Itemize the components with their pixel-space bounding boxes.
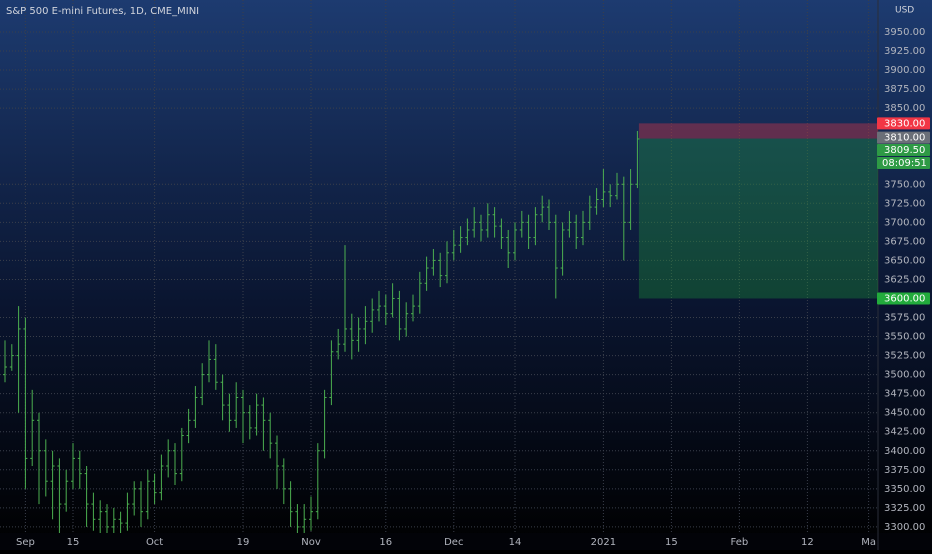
time-axis [0, 533, 932, 550]
y-tick-label: 3950.00 [884, 27, 925, 38]
y-tick-label: 3900.00 [884, 65, 925, 76]
x-tick-label: Nov [301, 537, 321, 548]
y-tick-label: 3925.00 [884, 46, 925, 57]
stop-zone [638, 123, 878, 139]
y-tick-label: 3325.00 [884, 503, 925, 514]
y-tick-label: 3500.00 [884, 370, 925, 381]
y-tick-label: 3375.00 [884, 465, 925, 476]
x-tick-label: Ma [861, 537, 876, 548]
stop-label: 3830.00 [884, 118, 925, 129]
target-zone [638, 138, 878, 299]
x-tick-label: 15 [67, 537, 80, 548]
y-tick-label: 3425.00 [884, 427, 925, 438]
currency[interactable]: USD [895, 6, 914, 16]
y-tick-label: 3875.00 [884, 84, 925, 95]
target-label: 3600.00 [884, 293, 925, 304]
y-tick-label: 3450.00 [884, 408, 925, 419]
y-tick-label: 3550.00 [884, 332, 925, 343]
target-label-box [877, 292, 930, 305]
y-tick-label: 3525.00 [884, 351, 925, 362]
y-tick-label: 3725.00 [884, 198, 925, 209]
x-tick-label: 14 [509, 537, 522, 548]
y-tick-label: 3625.00 [884, 274, 925, 285]
stop-label-box [877, 117, 930, 130]
y-tick-label: 3400.00 [884, 446, 925, 457]
y-tick-label: 3850.00 [884, 103, 925, 114]
y-tick-label: 3475.00 [884, 389, 925, 400]
x-tick-label: Feb [731, 537, 749, 548]
y-tick-label: 3650.00 [884, 255, 925, 266]
y-tick-label: 3675.00 [884, 236, 925, 247]
x-tick-label: 2021 [591, 537, 616, 548]
x-tick-label: Sep [16, 537, 35, 548]
x-tick-label: 19 [237, 537, 250, 548]
y-tick-label: 3350.00 [884, 484, 925, 495]
countdown-box [877, 156, 930, 169]
countdown: 08:09:51 [882, 158, 927, 169]
entry-label-box [877, 131, 930, 144]
y-tick-label: 3700.00 [884, 217, 925, 228]
entry-label: 3810.00 [884, 133, 925, 144]
chart-title: S&P 500 E-mini Futures, 1D, CME_MINI [6, 6, 199, 17]
y-tick-label: 3575.00 [884, 313, 925, 324]
last-price-label-box [877, 143, 930, 156]
y-tick-label: 3750.00 [884, 179, 925, 190]
x-tick-label: 12 [801, 537, 814, 548]
last-price-label: 3809.50 [884, 145, 925, 156]
x-tick-label: Oct [146, 537, 163, 548]
x-tick-label: 16 [379, 537, 392, 548]
x-tick-label: 15 [665, 537, 678, 548]
x-tick-label: Dec [444, 537, 463, 548]
y-tick-label: 3300.00 [884, 522, 925, 533]
